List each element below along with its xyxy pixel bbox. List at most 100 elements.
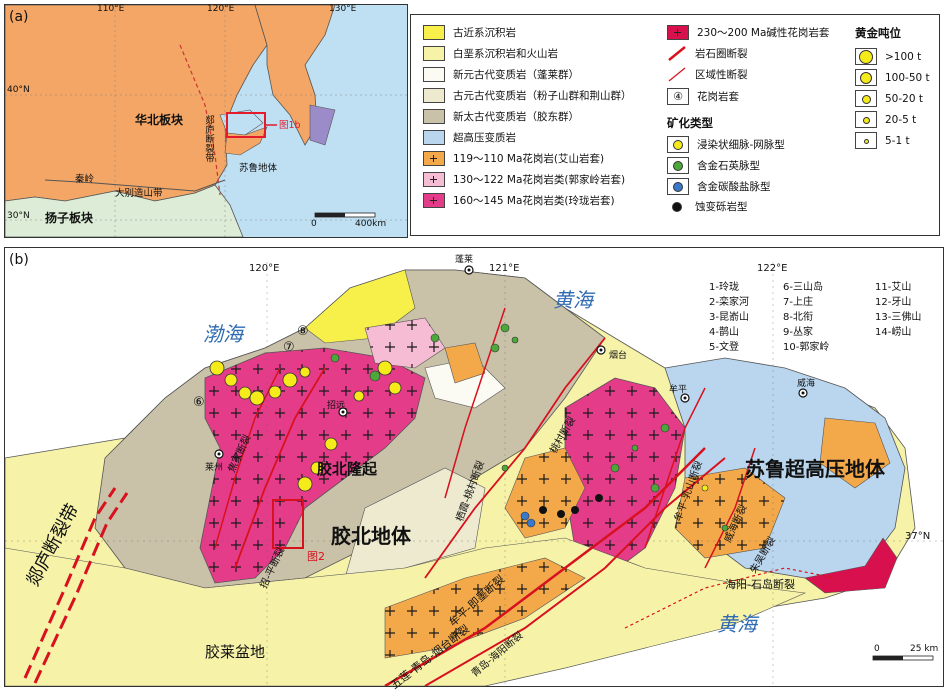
deposit-marker (310, 461, 324, 475)
deposit-marker (353, 390, 365, 402)
legend-lithospheric-fault: 岩石圈断裂 (667, 46, 748, 61)
muping-jimo-fault-line (424, 337, 606, 579)
deposit-marker (369, 370, 381, 382)
deposit-marker (595, 494, 603, 502)
yellow-sea-north-label: 黄海 (553, 288, 593, 312)
circled-6: ⑥ (193, 395, 205, 410)
deposit-marker (490, 343, 500, 353)
qinling-dabie-suture (44, 179, 226, 192)
gold-deposits (209, 323, 729, 532)
circled-7: ⑦ (283, 340, 295, 355)
city-laizhou: 莱州 (205, 463, 224, 473)
deposit-marker (526, 518, 536, 528)
granite-index-2: 2-栾家河 (709, 297, 749, 308)
sulu-uhp-label: 苏鲁超高压地体 (745, 457, 885, 481)
legend-unit-3: 古元古代变质岩（粉子山群和荆山群） (423, 88, 632, 103)
jiaobei-uplift-label: 胶北隆起 (317, 460, 378, 478)
legend-mineral-disseminated: 浸染状细脉-网脉型 (667, 136, 785, 153)
deposit-marker (500, 323, 510, 333)
bohai-sea-label: 渤海 (203, 322, 243, 346)
lon-tick-130: 130°E (329, 4, 357, 14)
aishan-small-area (444, 342, 486, 384)
location-map-svg (5, 5, 407, 237)
legend-gold-50-20: 50-20 t (855, 90, 923, 107)
granite-index-4: 4-鹊山 (709, 327, 739, 338)
jiaolai-basin-label: 胶莱盆地 (205, 643, 266, 661)
legend-unit-0: 古近系沉积岩 (423, 25, 516, 40)
legend-unit-4: 新太古代变质岩（胶东群） (423, 109, 579, 124)
legend-gold-100: >100 t (855, 48, 921, 65)
legend-gold-5-1: 5-1 t (855, 132, 910, 149)
granite-index-7: 7-上庄 (783, 297, 813, 308)
panel-a-label: (a) (9, 9, 29, 25)
geological-map-panel: (b) 120°E 121°E 122°E 37°N 渤海 黄海 黄海 胶北隆起… (4, 247, 944, 692)
lon-tick-110: 110°E (97, 4, 125, 14)
deposit-marker (330, 353, 340, 363)
deposit-marker (701, 484, 709, 492)
deposit-marker (209, 360, 225, 376)
legend-panel: 古近系沉积岩 白垩系沉积岩和火山岩 新元古代变质岩（蓬莱群） 古元古代变质岩（粉… (410, 14, 940, 236)
deposit-marker (268, 385, 282, 399)
lon-tick-121e: 121°E (489, 263, 520, 274)
muping-rushan-fault-line (644, 387, 706, 549)
deposit-marker (631, 444, 639, 452)
city-zhaoyuan: 招远 (327, 401, 346, 411)
bohai-sea-area (219, 109, 264, 136)
yellow-sea-south-label: 黄海 (717, 612, 757, 636)
legend-gold-20-5: 20-5 t (855, 111, 916, 128)
deposit-marker (520, 511, 530, 521)
granite-index-6: 6-三山岛 (783, 282, 823, 293)
north-china-plate-label: 华北板块 (135, 113, 184, 127)
korea-terrane (309, 104, 336, 146)
scale-a-left: 0 (311, 219, 317, 229)
sulu-terrane-label: 苏鲁地体 (239, 163, 278, 174)
deposit-marker (511, 336, 519, 344)
lat-tick-37n: 37°N (905, 531, 931, 542)
deposit-marker (430, 333, 440, 343)
shandong-area (224, 126, 268, 156)
legend-unit-8: 160～145 Ma花岗岩类(玲珑岩套) (423, 193, 615, 208)
granite-index-9: 9-丛家 (783, 327, 813, 338)
deposit-marker (501, 464, 509, 472)
legend-regional-fault: 区域性断裂 (667, 67, 748, 82)
deposit-marker (324, 437, 338, 451)
legend-granite-suite: ④ 花岗岩套 (667, 88, 739, 105)
granite-index-12: 12-牙山 (875, 297, 912, 308)
tanlu-fault-zone (23, 487, 117, 679)
yangtze-plate-area (5, 184, 244, 237)
deposit-marker (650, 483, 660, 493)
legend-alkaline-granite: 230～200 Ma碱性花岗岩套 (667, 25, 829, 40)
gold-tonnage-heading: 黄金吨位 (855, 26, 901, 40)
city-muping: 牟平 (669, 385, 688, 395)
legend-unit-1: 白垩系沉积岩和火山岩 (423, 46, 558, 61)
zhaoping-fault-line (234, 367, 326, 569)
granite-index-14: 14-崂山 (875, 327, 912, 338)
deposit-marker (388, 381, 402, 395)
alkaline-granite-area (804, 537, 898, 594)
deposit-marker (610, 463, 620, 473)
qinling-label: 秦岭 (75, 174, 95, 185)
legend-mineral-conglomerate: 蚀变砾岩型 (667, 199, 748, 214)
haiyang-shidao-fault-line (624, 567, 836, 629)
location-map-panel: (a) 110°E 120°E 130°E 40°N 30°N 华北板块 扬子板… (4, 4, 408, 238)
deposit-marker (539, 506, 547, 514)
deposit-marker (557, 510, 565, 518)
deposit-marker (238, 386, 252, 400)
tanlu-fault-line (179, 44, 221, 196)
granite-index-5: 5-文登 (709, 342, 739, 353)
mineral-type-heading: 矿化类型 (667, 116, 713, 130)
deposit-marker (249, 390, 265, 406)
deposit-marker (721, 524, 729, 532)
deposit-marker (224, 373, 238, 387)
legend-unit-6: 119～110 Ma花岗岩(艾山岩套) (423, 151, 604, 166)
scale-b-right: 25 km (910, 644, 939, 654)
dabie-label: 大别造山带 (115, 188, 163, 199)
city-penglai: 蓬莱 (455, 255, 474, 265)
deposit-marker (377, 360, 393, 376)
legend-unit-2: 新元古代变质岩（蓬莱群） (423, 67, 579, 82)
granite-index-1: 1-玲珑 (709, 282, 739, 293)
legend-mineral-carbonate-vein: 含金碳酸盐脉型 (667, 178, 771, 195)
fig2-extent-box (272, 499, 304, 549)
deposit-marker (299, 366, 311, 378)
deposit-marker (282, 372, 298, 388)
